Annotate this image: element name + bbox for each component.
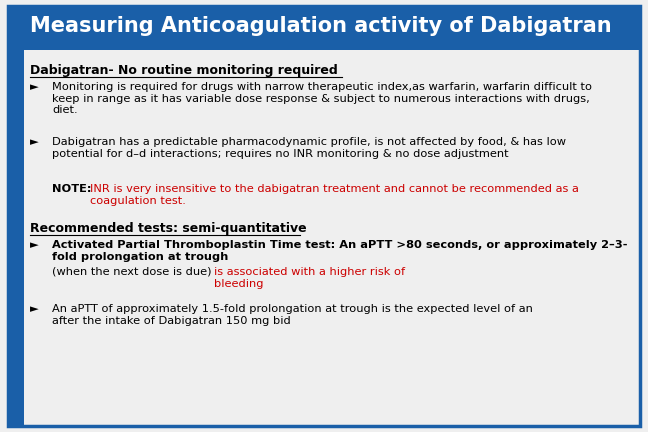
Text: (when the next dose is due): (when the next dose is due): [52, 267, 215, 277]
Text: Measuring Anticoagulation activity of Dabigatran: Measuring Anticoagulation activity of Da…: [30, 16, 612, 36]
Bar: [8, 50, 24, 426]
Text: Dabigatran- No routine monitoring required: Dabigatran- No routine monitoring requir…: [30, 64, 338, 77]
Text: An aPTT of approximately 1.5-fold prolongation at trough is the expected level o: An aPTT of approximately 1.5-fold prolon…: [52, 304, 533, 326]
Text: ►: ►: [30, 137, 39, 147]
Text: ►: ►: [30, 304, 39, 314]
Text: Monitoring is required for drugs with narrow therapeutic index,as warfarin, warf: Monitoring is required for drugs with na…: [52, 82, 592, 115]
Text: NOTE:: NOTE:: [52, 184, 95, 194]
Text: INR is very insensitive to the dabigatran treatment and cannot be recommended as: INR is very insensitive to the dabigatra…: [90, 184, 579, 206]
Bar: [8, 6, 640, 50]
Text: Recommended tests: semi-quantitative: Recommended tests: semi-quantitative: [30, 222, 307, 235]
Text: Activated Partial Thromboplastin Time test: An aPTT >80 seconds, or approximatel: Activated Partial Thromboplastin Time te…: [52, 240, 627, 262]
Text: ►: ►: [30, 82, 39, 92]
Text: is associated with a higher risk of
bleeding: is associated with a higher risk of blee…: [214, 267, 405, 289]
Text: Dabigatran has a predictable pharmacodynamic profile, is not affected by food, &: Dabigatran has a predictable pharmacodyn…: [52, 137, 566, 159]
Text: ►: ►: [30, 240, 39, 250]
